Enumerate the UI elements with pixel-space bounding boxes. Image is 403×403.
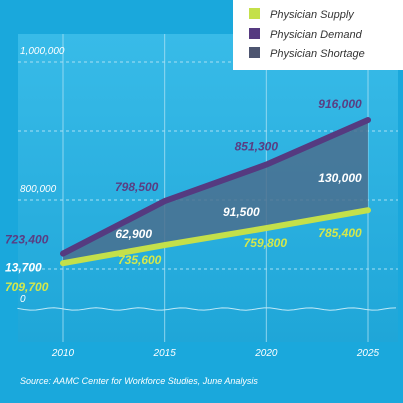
y-tick-label: 1,000,000 <box>20 46 65 57</box>
shortage-data-label: 13,700 <box>5 260 42 274</box>
legend-box <box>233 0 403 70</box>
supply-data-label: 735,600 <box>118 253 162 267</box>
demand-data-label: 723,400 <box>5 233 49 247</box>
legend-label-demand: Physician Demand <box>270 29 363 41</box>
x-tick-label: 2010 <box>51 348 75 359</box>
demand-data-label: 851,300 <box>235 140 279 154</box>
legend-label-supply: Physician Supply <box>270 9 355 21</box>
legend-label-shortage: Physician Shortage <box>270 48 365 60</box>
x-tick-label: 2025 <box>356 348 380 359</box>
legend-swatch-demand <box>249 28 260 39</box>
supply-series-line <box>60 207 371 267</box>
x-axis: 2010 2015 2020 2025 <box>51 348 380 359</box>
demand-series-line <box>60 117 371 257</box>
x-tick-label: 2015 <box>153 348 177 359</box>
supply-data-label: 709,700 <box>5 280 49 294</box>
data-labels: 723,400 798,500 851,300 916,000 709,700 735,6… <box>5 97 362 294</box>
axis-baseline-wave <box>17 307 397 311</box>
x-tick-label: 2020 <box>254 348 278 359</box>
demand-data-label: 798,500 <box>115 180 159 194</box>
demand-data-label: 916,000 <box>318 97 362 111</box>
legend-swatch-shortage <box>249 47 260 58</box>
shortage-data-label: 130,000 <box>318 171 362 185</box>
y-tick-label: 0 <box>20 294 26 305</box>
source-note: Source: AAMC Center for Workforce Studie… <box>20 376 258 386</box>
supply-data-label: 785,400 <box>318 226 362 240</box>
legend: Physician Supply Physician Demand Physic… <box>233 0 403 70</box>
legend-swatch-supply <box>249 8 260 19</box>
y-axis: 0 800,000 1,000,000 <box>20 46 65 305</box>
supply-data-label: 759,800 <box>244 236 288 250</box>
shortage-data-label: 62,900 <box>115 227 152 241</box>
y-tick-label: 800,000 <box>20 184 57 195</box>
shortage-data-label: 91,500 <box>223 205 260 219</box>
